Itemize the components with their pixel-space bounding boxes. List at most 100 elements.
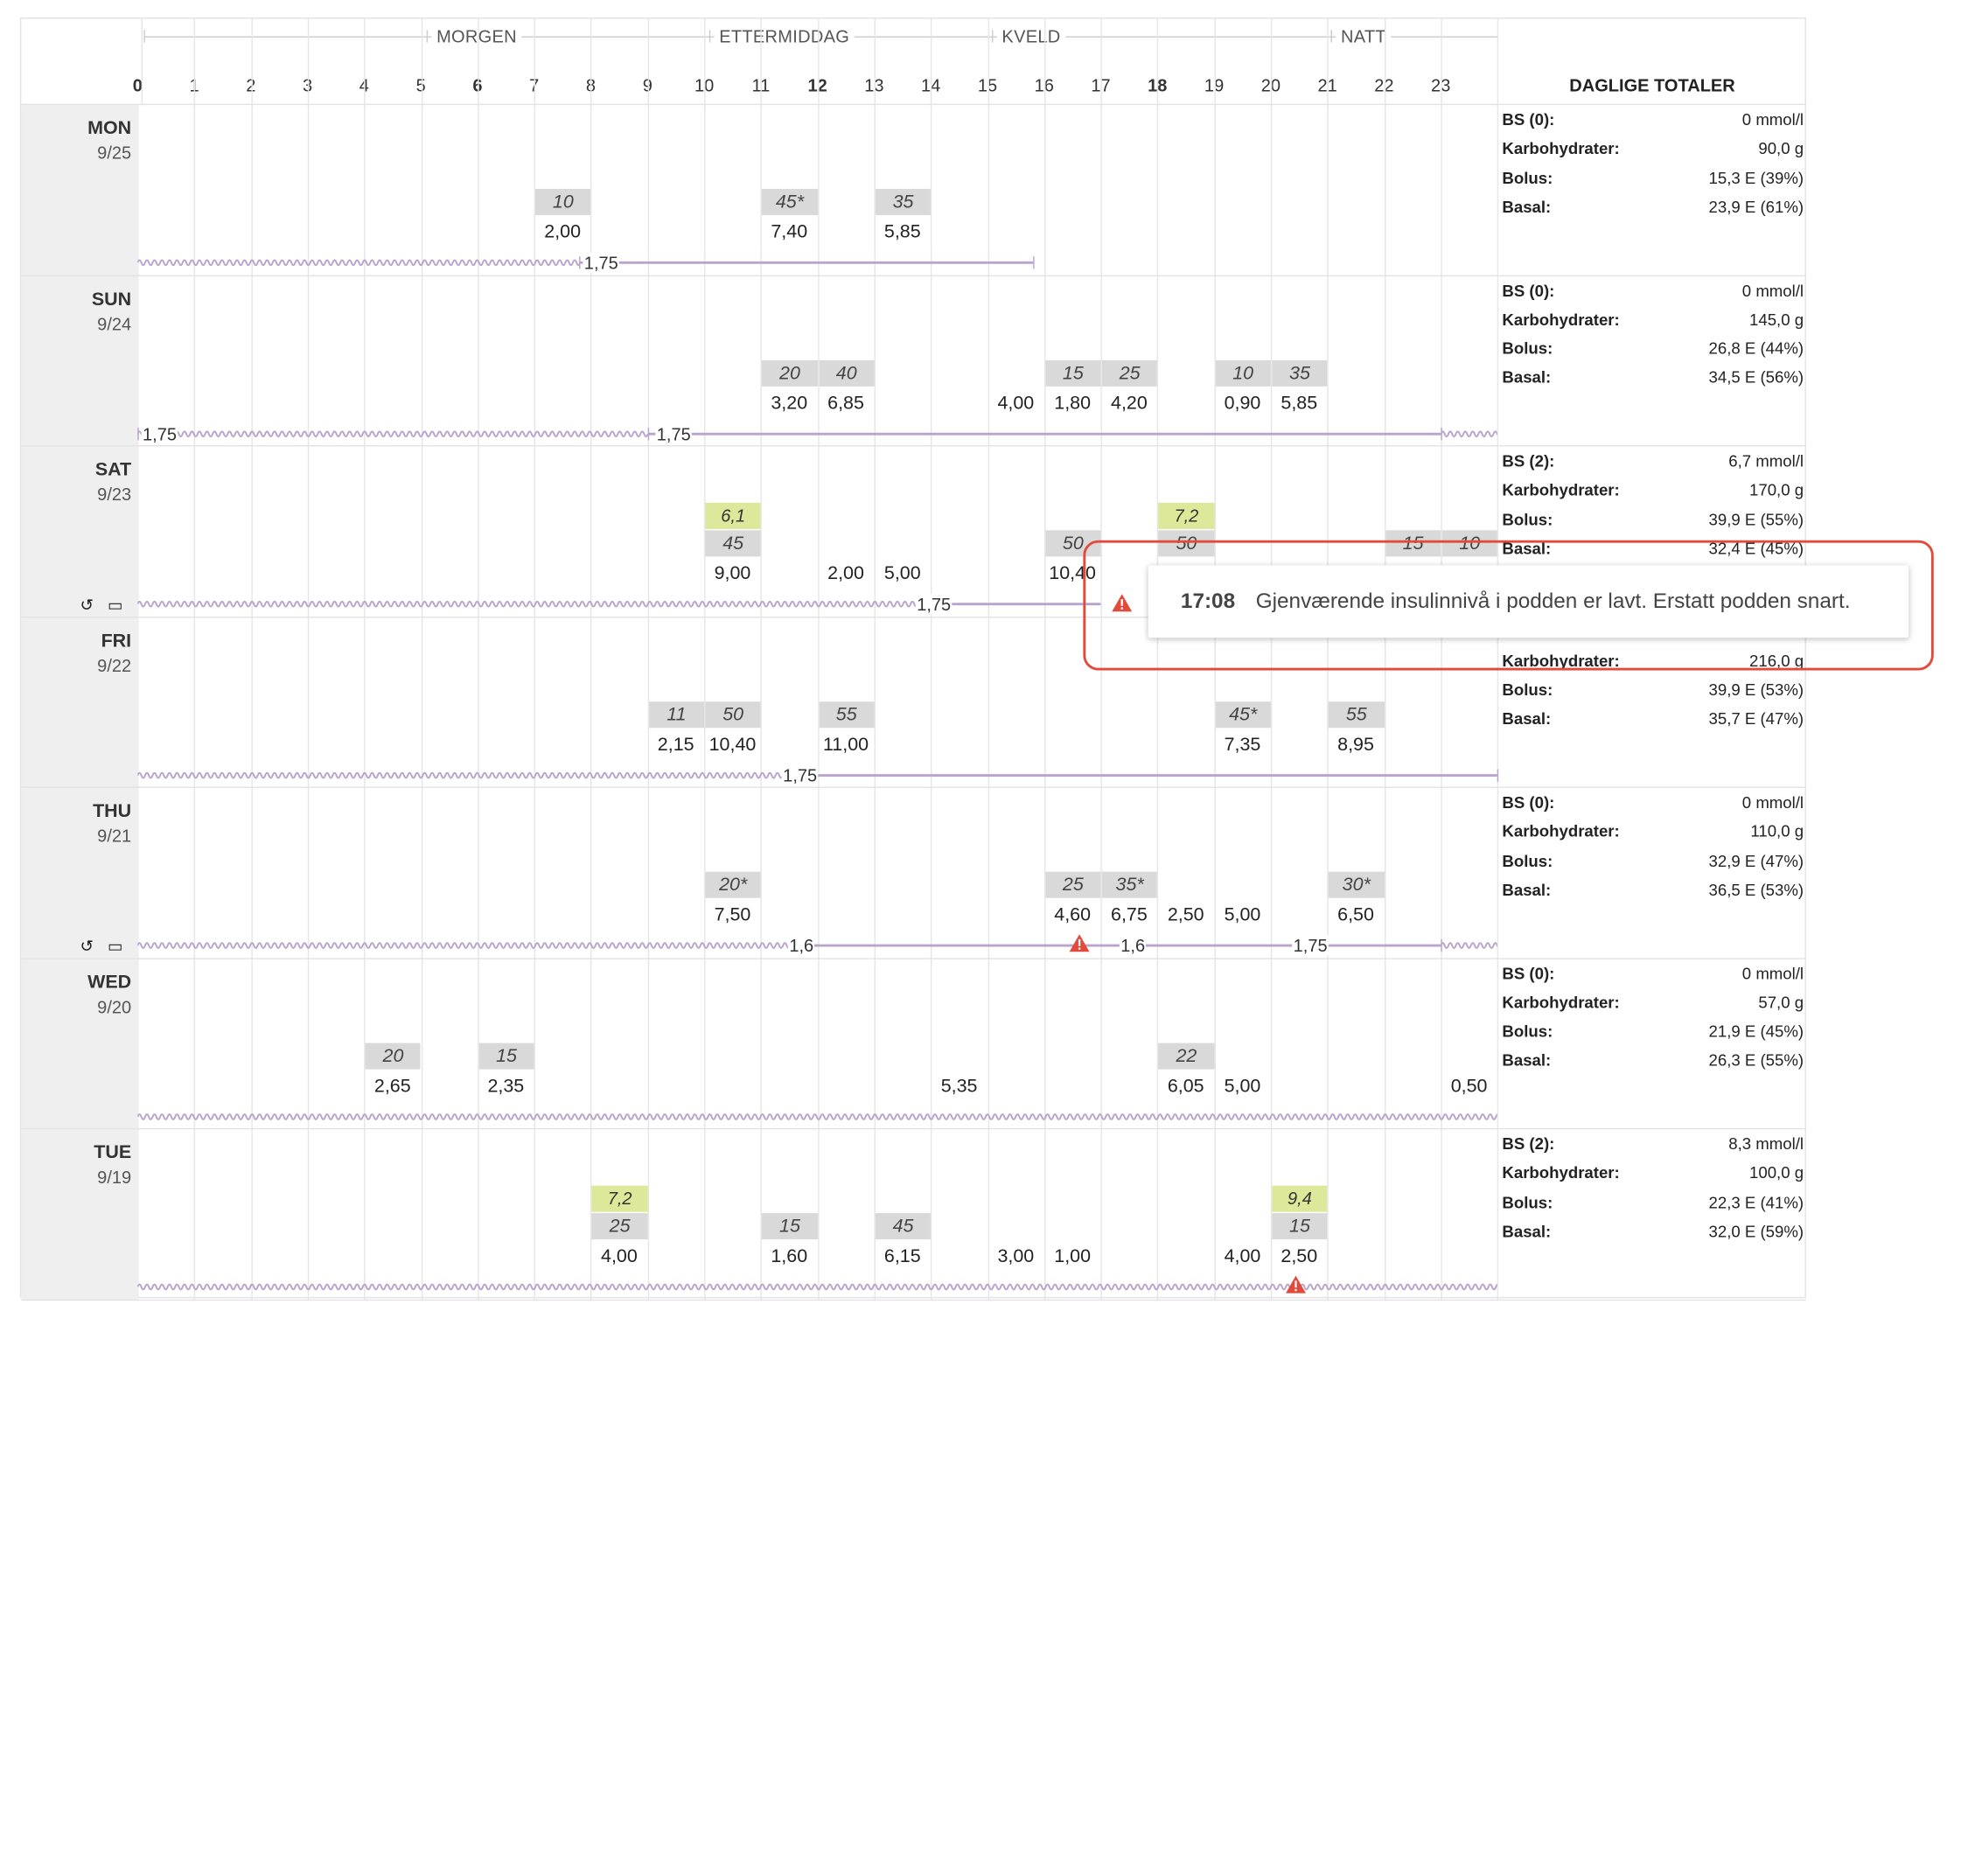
pod-card-icon[interactable]: ▭ bbox=[107, 595, 123, 615]
carb-entry[interactable]: 20 bbox=[762, 359, 818, 387]
period-tick bbox=[991, 30, 994, 43]
period-label-kveld: KVELD bbox=[996, 26, 1066, 46]
bolus-entry[interactable]: 6,15 bbox=[883, 1245, 921, 1267]
bolus-entry[interactable]: 6,85 bbox=[827, 392, 864, 414]
carb-entry[interactable]: 15 bbox=[478, 1042, 534, 1069]
carb-entry[interactable]: 25 bbox=[1045, 871, 1101, 898]
bolus-entry[interactable]: 4,00 bbox=[997, 392, 1035, 414]
bolus-entry[interactable]: 4,00 bbox=[601, 1245, 638, 1267]
hour-gridline bbox=[1497, 17, 1499, 1301]
bolus-entry[interactable]: 2,65 bbox=[373, 1075, 411, 1097]
carb-entry[interactable]: 15 bbox=[1272, 1213, 1328, 1240]
warning-icon[interactable] bbox=[1285, 1274, 1308, 1294]
carb-entry[interactable]: 25 bbox=[591, 1213, 648, 1240]
bolus-entry[interactable]: 7,40 bbox=[771, 221, 808, 243]
carb-entry[interactable]: 55 bbox=[1329, 701, 1385, 728]
bg-reading[interactable]: 7,2 bbox=[591, 1185, 648, 1212]
bolus-entry[interactable]: 7,35 bbox=[1224, 733, 1261, 756]
bolus-entry[interactable]: 0,50 bbox=[1450, 1075, 1488, 1097]
bolus-entry[interactable]: 2,50 bbox=[1167, 903, 1204, 926]
period-label-natt: NATT bbox=[1336, 26, 1392, 46]
bolus-entry[interactable]: 2,50 bbox=[1281, 1245, 1318, 1267]
bolus-entry[interactable]: 6,05 bbox=[1167, 1075, 1204, 1097]
carb-entry[interactable]: 40 bbox=[819, 359, 875, 387]
totals-label: Bolus: bbox=[1502, 338, 1553, 359]
carb-entry[interactable]: 30* bbox=[1329, 871, 1385, 898]
bolus-entry[interactable]: 5,00 bbox=[883, 562, 921, 584]
bolus-entry[interactable]: 1,80 bbox=[1054, 392, 1092, 414]
pod-change-icon[interactable]: ↺ bbox=[80, 595, 94, 615]
carb-entry[interactable]: 25 bbox=[1101, 359, 1158, 387]
period-tick bbox=[1330, 30, 1332, 43]
carb-entry[interactable]: 50 bbox=[705, 701, 761, 728]
row-separator bbox=[21, 786, 1806, 788]
carb-entry[interactable]: 35 bbox=[875, 188, 932, 215]
bolus-entry[interactable]: 2,35 bbox=[487, 1075, 525, 1097]
bolus-entry[interactable]: 2,15 bbox=[657, 733, 694, 756]
day-name: SAT bbox=[94, 458, 132, 481]
bolus-entry[interactable]: 6,75 bbox=[1111, 903, 1148, 926]
pod-warning-tooltip: 17:08 Gjenværende insulinnivå i podden e… bbox=[1148, 565, 1909, 638]
carb-entry[interactable]: 45* bbox=[762, 188, 818, 215]
hour-gridline bbox=[930, 17, 932, 1301]
bolus-entry[interactable]: 10,40 bbox=[1049, 562, 1096, 584]
bg-reading[interactable]: 7,2 bbox=[1158, 502, 1215, 529]
carb-entry[interactable]: 35* bbox=[1101, 871, 1158, 898]
carb-entry[interactable]: 10 bbox=[1441, 530, 1497, 557]
bolus-entry[interactable]: 1,60 bbox=[771, 1245, 808, 1267]
bolus-entry[interactable]: 3,20 bbox=[771, 392, 808, 414]
totals-label: Karbohydrater: bbox=[1502, 480, 1620, 499]
bolus-entry[interactable]: 5,35 bbox=[940, 1075, 978, 1097]
totals-value: 0 mmol/l bbox=[1741, 963, 1804, 983]
bolus-entry[interactable]: 0,90 bbox=[1224, 392, 1261, 414]
logbook-grid bbox=[19, 17, 1806, 1299]
carb-entry[interactable]: 45* bbox=[1215, 701, 1271, 728]
bolus-entry[interactable]: 5,85 bbox=[883, 221, 921, 243]
carb-entry[interactable]: 15 bbox=[1385, 530, 1441, 557]
bolus-entry[interactable]: 6,50 bbox=[1337, 903, 1374, 926]
bolus-entry[interactable]: 7,50 bbox=[714, 903, 751, 926]
bolus-entry[interactable]: 1,00 bbox=[1054, 1245, 1092, 1267]
warning-icon[interactable] bbox=[1068, 933, 1091, 953]
bolus-entry[interactable]: 2,00 bbox=[544, 221, 582, 243]
carb-entry[interactable]: 11 bbox=[648, 701, 705, 728]
carb-entry[interactable]: 20* bbox=[705, 871, 761, 898]
carb-entry[interactable]: 15 bbox=[1045, 359, 1101, 387]
carb-entry[interactable]: 35 bbox=[1272, 359, 1328, 387]
hour-label: 20 bbox=[1252, 75, 1289, 95]
carb-entry[interactable]: 45 bbox=[705, 530, 761, 557]
bolus-entry[interactable]: 3,00 bbox=[997, 1245, 1035, 1267]
bolus-entry[interactable]: 4,60 bbox=[1054, 903, 1092, 926]
carb-entry[interactable]: 50 bbox=[1158, 530, 1215, 557]
totals-value: 0 mmol/l bbox=[1741, 109, 1804, 129]
warning-icon[interactable] bbox=[1111, 593, 1134, 613]
bolus-entry[interactable]: 8,95 bbox=[1337, 733, 1374, 756]
carb-entry[interactable]: 10 bbox=[1215, 359, 1271, 387]
bolus-entry[interactable]: 4,00 bbox=[1224, 1245, 1261, 1267]
row-separator bbox=[21, 103, 1806, 106]
carb-entry[interactable]: 22 bbox=[1158, 1042, 1215, 1069]
bolus-entry[interactable]: 4,20 bbox=[1111, 392, 1148, 414]
bg-reading[interactable]: 9,4 bbox=[1272, 1185, 1328, 1212]
tooltip-time: 17:08 bbox=[1180, 589, 1236, 613]
pod-change-icon[interactable]: ↺ bbox=[80, 937, 94, 956]
bolus-entry[interactable]: 5,00 bbox=[1224, 903, 1261, 926]
carb-entry[interactable]: 45 bbox=[875, 1213, 932, 1240]
carb-entry[interactable]: 15 bbox=[762, 1213, 818, 1240]
period-tick bbox=[426, 30, 429, 43]
bolus-entry[interactable]: 5,85 bbox=[1281, 392, 1318, 414]
carb-entry[interactable]: 10 bbox=[535, 188, 591, 215]
bolus-entry[interactable]: 9,00 bbox=[714, 562, 751, 584]
carb-entry[interactable]: 55 bbox=[819, 701, 875, 728]
bolus-entry[interactable]: 5,00 bbox=[1224, 1075, 1261, 1097]
bolus-entry[interactable]: 11,00 bbox=[822, 733, 869, 756]
carb-entry[interactable]: 20 bbox=[365, 1042, 422, 1069]
hour-label: 13 bbox=[855, 75, 893, 95]
bg-reading[interactable]: 6,1 bbox=[705, 502, 761, 529]
totals-value: 6,7 mmol/l bbox=[1728, 451, 1804, 471]
bolus-entry[interactable]: 10,40 bbox=[708, 733, 757, 756]
pod-card-icon[interactable]: ▭ bbox=[107, 937, 123, 956]
bolus-entry[interactable]: 2,00 bbox=[827, 562, 864, 584]
hour-gridline bbox=[818, 17, 820, 1301]
hour-label: 9 bbox=[629, 75, 666, 95]
